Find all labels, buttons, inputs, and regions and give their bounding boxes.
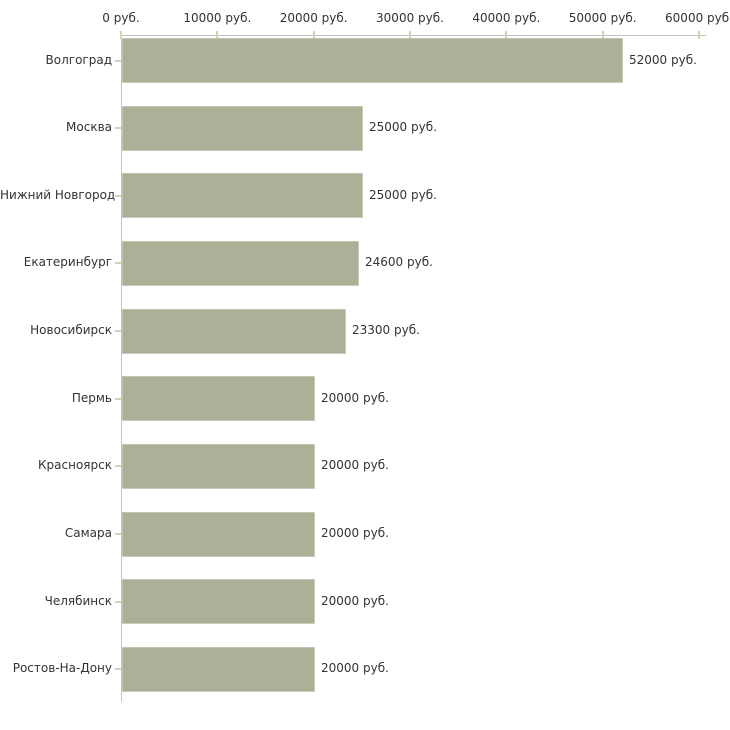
bar xyxy=(122,240,359,286)
x-axis-tick-label: 60000 руб. xyxy=(665,11,730,25)
value-label: 24600 руб. xyxy=(365,255,433,270)
x-axis-tick-label: 30000 руб. xyxy=(376,11,444,25)
x-axis-tick-label: 20000 руб. xyxy=(279,11,348,25)
x-axis-line xyxy=(121,35,706,36)
category-label: Самара xyxy=(64,526,112,541)
bar xyxy=(122,105,363,151)
value-label: 20000 руб. xyxy=(321,593,389,608)
category-label: Ростов-На-Дону xyxy=(12,661,112,676)
category-tick-mark xyxy=(115,127,121,130)
category-label: Челябинск xyxy=(44,593,112,608)
bar xyxy=(122,38,623,83)
value-label: 20000 руб. xyxy=(321,458,389,473)
bar xyxy=(122,308,346,354)
category-tick-mark xyxy=(115,262,121,265)
category-tick-mark xyxy=(115,194,121,197)
x-axis-tick-label: 40000 руб. xyxy=(472,11,541,25)
bar xyxy=(122,443,315,489)
category-label: Екатеринбург xyxy=(23,255,112,270)
x-axis-tick-mark xyxy=(120,31,122,39)
category-tick-mark xyxy=(115,465,121,468)
category-label: Красноярск xyxy=(38,458,112,473)
x-axis-tick-mark xyxy=(409,31,411,39)
bar xyxy=(122,511,315,557)
bar xyxy=(122,376,315,422)
category-tick-mark xyxy=(115,533,121,536)
value-label: 25000 руб. xyxy=(369,187,437,202)
x-axis-tick-label: 50000 руб. xyxy=(568,11,637,25)
category-label: Нижний Новгород xyxy=(0,187,116,202)
x-axis-tick-mark xyxy=(601,31,604,39)
value-label: 20000 руб. xyxy=(321,390,389,405)
value-label: 52000 руб. xyxy=(629,52,697,67)
y-axis-line xyxy=(121,35,122,702)
category-label: Волгоград xyxy=(45,52,112,67)
category-tick-mark xyxy=(115,397,121,400)
value-label: 20000 руб. xyxy=(321,526,389,541)
value-label: 23300 руб. xyxy=(352,323,420,338)
bar xyxy=(122,646,315,692)
x-axis-tick-mark xyxy=(698,31,700,39)
category-label: Новосибирск xyxy=(30,323,112,338)
x-axis-tick-label: 10000 руб. xyxy=(183,11,252,25)
bar xyxy=(122,173,363,219)
x-axis-tick-label: 0 руб. xyxy=(102,11,140,25)
category-label: Пермь xyxy=(71,390,112,405)
value-label: 20000 руб. xyxy=(321,661,389,676)
value-label: 25000 руб. xyxy=(369,120,437,135)
category-tick-mark xyxy=(115,668,121,671)
category-label: Москва xyxy=(66,120,112,135)
bar xyxy=(122,579,315,625)
x-axis-tick-mark xyxy=(505,31,508,39)
category-tick-mark xyxy=(115,600,121,603)
category-tick-mark xyxy=(115,330,121,333)
x-axis-tick-mark xyxy=(312,31,315,39)
category-tick-mark xyxy=(115,59,121,62)
x-axis-tick-mark xyxy=(216,31,219,39)
